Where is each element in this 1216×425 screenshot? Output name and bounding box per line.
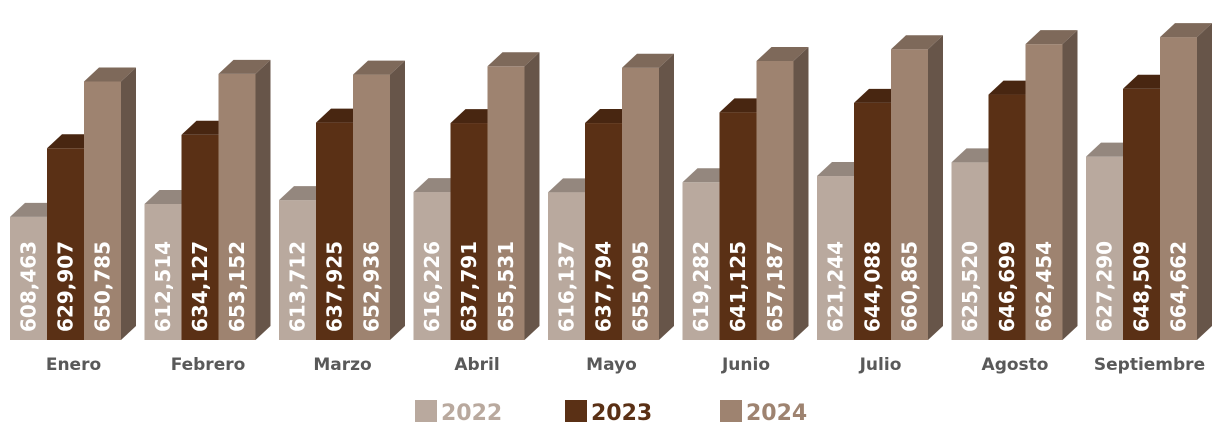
value-label-2022-junio: 619,282 bbox=[689, 241, 713, 332]
legend-label-2022: 2022 bbox=[441, 401, 502, 425]
legend-label-2023: 2023 bbox=[591, 401, 652, 425]
category-label-abril: Abril bbox=[454, 355, 499, 375]
legend-item-2022: 2022 bbox=[415, 400, 502, 425]
value-label-2024-marzo: 652,936 bbox=[360, 241, 384, 332]
value-label-2023-marzo: 637,925 bbox=[323, 241, 347, 332]
bar-2024-julio bbox=[891, 35, 943, 341]
bar-2024-agosto bbox=[1025, 30, 1078, 341]
bar-2024-marzo bbox=[353, 60, 405, 341]
value-label-2022-mayo: 616,137 bbox=[555, 241, 579, 332]
category-label-junio: Junio bbox=[721, 355, 770, 375]
category-label-enero: Enero bbox=[46, 355, 101, 375]
legend-item-2024: 2024 bbox=[720, 400, 807, 425]
value-label-2022-agosto: 625,520 bbox=[958, 241, 982, 332]
value-label-2023-julio: 644,088 bbox=[861, 241, 885, 332]
value-label-2022-julio: 621,244 bbox=[824, 241, 848, 332]
value-label-2022-marzo: 613,712 bbox=[286, 241, 310, 332]
value-label-2024-febrero: 653,152 bbox=[225, 241, 249, 332]
category-label-septiembre: Septiembre bbox=[1094, 355, 1205, 375]
value-label-2022-abril: 616,226 bbox=[420, 241, 444, 332]
value-label-2024-septiembre: 664,662 bbox=[1167, 241, 1191, 332]
value-label-2022-febrero: 612,514 bbox=[151, 241, 175, 332]
bar-2024-enero bbox=[84, 67, 136, 340]
category-label-mayo: Mayo bbox=[586, 355, 637, 375]
bar-2024-abril bbox=[487, 52, 540, 341]
value-label-2024-enero: 650,785 bbox=[91, 241, 115, 332]
value-label-2023-mayo: 637,794 bbox=[592, 241, 616, 332]
value-label-2024-julio: 660,865 bbox=[898, 241, 922, 332]
value-label-2022-enero: 608,463 bbox=[17, 241, 41, 332]
value-label-2023-agosto: 646,699 bbox=[995, 241, 1019, 332]
category-label-marzo: Marzo bbox=[313, 355, 371, 375]
category-label-agosto: Agosto bbox=[982, 355, 1049, 375]
legend-item-2023: 2023 bbox=[565, 400, 652, 425]
category-label-julio: Julio bbox=[859, 355, 902, 375]
value-label-2024-abril: 655,531 bbox=[494, 241, 518, 332]
legend-swatch-2024 bbox=[720, 400, 742, 422]
value-label-2023-junio: 641,125 bbox=[726, 241, 750, 332]
bar-2024-mayo bbox=[622, 53, 674, 341]
value-label-2022-septiembre: 627,290 bbox=[1093, 241, 1117, 332]
category-label-febrero: Febrero bbox=[171, 355, 246, 375]
bar-2024-septiembre bbox=[1160, 23, 1212, 340]
value-label-2023-septiembre: 648,509 bbox=[1130, 241, 1154, 332]
value-label-2023-enero: 629,907 bbox=[54, 241, 78, 332]
value-label-2023-febrero: 634,127 bbox=[188, 241, 212, 332]
value-label-2024-mayo: 655,095 bbox=[629, 241, 653, 332]
bar-2024-junio bbox=[756, 47, 809, 341]
legend-swatch-2022 bbox=[415, 400, 437, 422]
legend-label-2024: 2024 bbox=[746, 401, 807, 425]
legend-swatch-2023 bbox=[565, 400, 587, 422]
value-label-2024-junio: 657,187 bbox=[763, 241, 787, 332]
value-label-2024-agosto: 662,454 bbox=[1032, 241, 1056, 332]
bar-2024-febrero bbox=[218, 59, 271, 340]
value-label-2023-abril: 637,791 bbox=[457, 241, 481, 332]
